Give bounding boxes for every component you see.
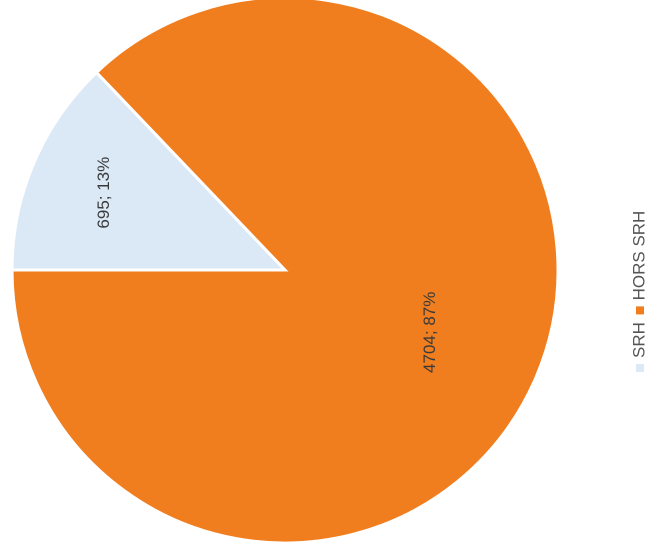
pie-slices	[10, 0, 560, 545]
legend-swatch	[636, 364, 644, 372]
legend: SRH HORS SRH	[629, 211, 648, 372]
legend-item-srh: SRH	[629, 322, 648, 372]
data-label-srh: 695; 13%	[94, 157, 113, 229]
legend-item-hors-srh: HORS SRH	[629, 211, 648, 315]
pie-slice-hors-srh	[10, 0, 560, 545]
pie-data-labels: 695; 13% 4704; 87%	[94, 157, 439, 373]
data-label-hors-srh: 4704; 87%	[420, 292, 439, 373]
legend-label: HORS SRH	[629, 211, 648, 301]
pie-slice-srh	[10, 70, 289, 272]
legend-swatch	[636, 306, 644, 315]
legend-label: SRH	[629, 322, 648, 358]
